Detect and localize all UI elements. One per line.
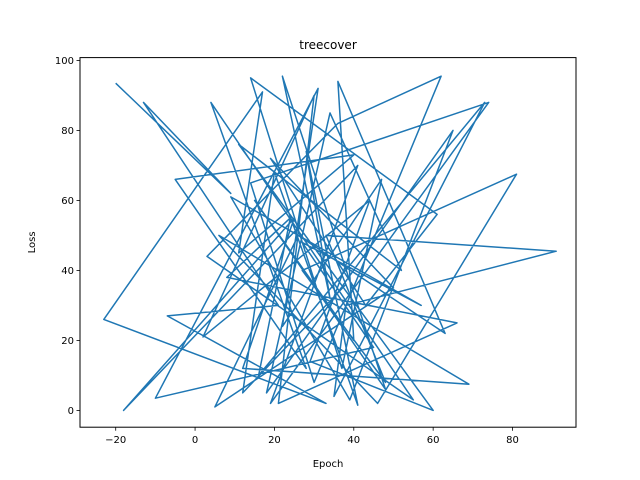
y-tick-label: 100 xyxy=(55,56,74,67)
x-tick-label: 60 xyxy=(427,435,440,446)
axes-frame xyxy=(79,57,577,428)
x-tick-label: −20 xyxy=(105,435,126,446)
x-tick-label: 0 xyxy=(192,435,198,446)
series-line-0 xyxy=(103,75,557,412)
x-tick-label: 40 xyxy=(347,435,360,446)
y-tick-label: 40 xyxy=(61,266,74,277)
x-tick-label: 80 xyxy=(506,435,519,446)
y-tick-label: 80 xyxy=(61,126,74,137)
axis-ticks: −20 0 20 40 60 80 0 20 40 60 80 100 xyxy=(55,56,519,446)
y-tick-label: 60 xyxy=(61,196,74,207)
y-tick-label: 20 xyxy=(61,336,74,347)
plot-area xyxy=(103,75,557,412)
y-axis-label: Loss xyxy=(27,231,38,253)
x-axis-label: Epoch xyxy=(313,459,344,470)
x-tick-label: 20 xyxy=(268,435,281,446)
chart-title: treecover xyxy=(299,38,357,52)
y-tick-label: 0 xyxy=(68,406,74,417)
